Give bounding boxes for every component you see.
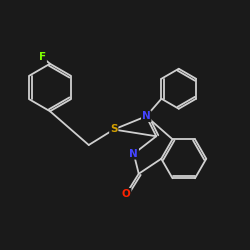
Text: O: O [122,189,130,199]
Text: N: N [130,149,138,159]
Text: N: N [142,111,150,121]
Text: F: F [39,52,46,62]
Text: S: S [110,124,118,134]
